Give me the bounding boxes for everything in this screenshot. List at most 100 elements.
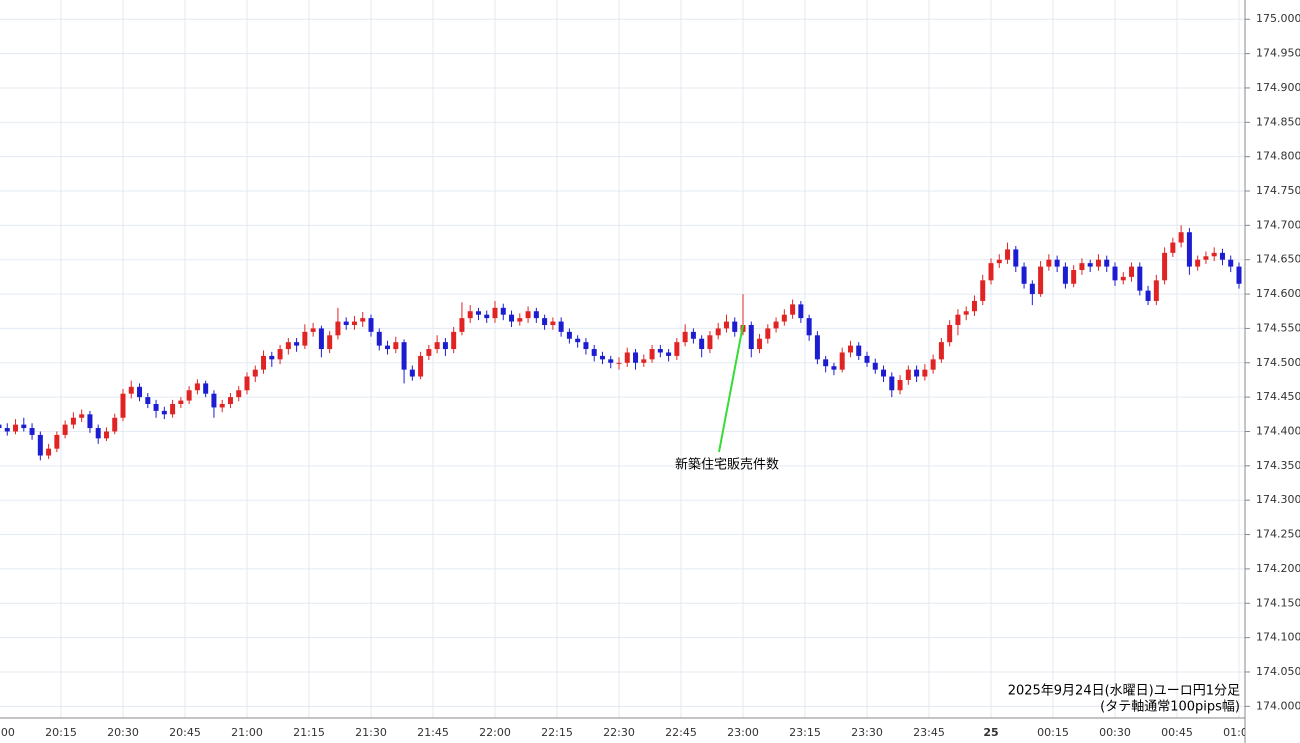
y-tick-label: 174.700 bbox=[1256, 218, 1300, 231]
x-tick-label: 20:00 bbox=[0, 726, 15, 739]
candle-body bbox=[781, 314, 787, 322]
x-tick-label: 23:15 bbox=[789, 726, 821, 739]
x-tick-label: 00:15 bbox=[1037, 726, 1069, 739]
x-tick-label: 00:45 bbox=[1161, 726, 1193, 739]
y-tick-label: 174.300 bbox=[1256, 493, 1300, 506]
candle-body bbox=[1137, 266, 1143, 291]
x-tick-label: 01:00 bbox=[1223, 726, 1255, 739]
candle-body bbox=[666, 352, 672, 356]
candle-body bbox=[790, 304, 796, 315]
candle-body bbox=[178, 400, 184, 405]
candle-body bbox=[128, 386, 134, 394]
candle-body bbox=[302, 331, 308, 346]
candle-body bbox=[914, 369, 920, 377]
x-tick-label: 21:00 bbox=[231, 726, 263, 739]
candle-body bbox=[310, 328, 316, 332]
candle-body bbox=[847, 345, 853, 353]
candle-body bbox=[29, 428, 35, 435]
candle-body bbox=[980, 280, 986, 301]
candle-body bbox=[831, 366, 837, 370]
x-tick-label: 22:30 bbox=[603, 726, 635, 739]
candle-body bbox=[335, 321, 341, 336]
candle-body bbox=[1038, 266, 1044, 295]
candle-body bbox=[624, 352, 630, 363]
candle-body bbox=[856, 345, 862, 356]
candle-body bbox=[930, 359, 936, 370]
candle-body bbox=[62, 424, 68, 435]
candle-body bbox=[385, 345, 391, 350]
candle-body bbox=[633, 352, 639, 363]
candle-body bbox=[1079, 263, 1085, 271]
candle-body bbox=[261, 355, 267, 370]
candle-body bbox=[1046, 259, 1052, 267]
candle-body bbox=[839, 352, 845, 370]
candle-body bbox=[723, 321, 729, 329]
candle-body bbox=[1186, 232, 1192, 267]
candle-body bbox=[79, 414, 85, 418]
candle-body bbox=[368, 318, 374, 332]
candle-body bbox=[137, 386, 143, 398]
y-tick-label: 174.800 bbox=[1256, 150, 1300, 163]
candle-body bbox=[1211, 252, 1217, 257]
candle-body bbox=[269, 355, 275, 360]
candle-body bbox=[971, 300, 977, 312]
candle-body bbox=[112, 417, 118, 432]
candle-body bbox=[277, 349, 283, 360]
candle-body bbox=[1203, 256, 1209, 260]
candle-body bbox=[252, 369, 258, 377]
candle-body bbox=[393, 342, 399, 350]
candle-body bbox=[459, 318, 465, 332]
candle-body bbox=[401, 342, 407, 370]
candle-body bbox=[0, 424, 2, 429]
candle-body bbox=[1153, 280, 1159, 301]
y-tick-label: 174.950 bbox=[1256, 47, 1300, 60]
x-tick-label: 23:30 bbox=[851, 726, 883, 739]
candle-body bbox=[194, 383, 200, 391]
candle-body bbox=[343, 321, 349, 325]
candle-body bbox=[641, 359, 647, 363]
candle-body bbox=[409, 369, 415, 377]
candle-body bbox=[996, 259, 1002, 264]
candle-body bbox=[509, 314, 515, 322]
y-tick-label: 174.100 bbox=[1256, 631, 1300, 644]
candle-body bbox=[426, 349, 432, 356]
candle-body bbox=[46, 448, 52, 456]
candle-body bbox=[963, 311, 969, 315]
candle-body bbox=[1120, 276, 1126, 281]
candle-body bbox=[500, 307, 506, 315]
candle-body bbox=[566, 331, 572, 339]
candle-body bbox=[492, 307, 498, 319]
candle-body bbox=[525, 311, 531, 319]
candle-body bbox=[922, 369, 928, 377]
candle-body bbox=[95, 428, 101, 439]
candle-body bbox=[1104, 259, 1110, 267]
candle-body bbox=[897, 379, 903, 391]
candle-body bbox=[145, 397, 151, 405]
candle-body bbox=[1145, 290, 1151, 301]
candle-body bbox=[765, 328, 771, 339]
y-tick-label: 174.600 bbox=[1256, 287, 1300, 300]
candle-body bbox=[558, 321, 564, 332]
candle-body bbox=[1013, 249, 1019, 267]
candle-body bbox=[682, 331, 688, 343]
candle-body bbox=[54, 434, 60, 449]
candle-body bbox=[947, 324, 953, 343]
candle-body bbox=[1170, 242, 1176, 253]
candle-body bbox=[219, 404, 225, 408]
candle-body bbox=[649, 349, 655, 360]
x-tick-label: 20:15 bbox=[45, 726, 77, 739]
candle-body bbox=[1029, 283, 1035, 295]
candle-body bbox=[1062, 266, 1068, 284]
candle-body bbox=[1219, 252, 1225, 260]
candle-body bbox=[748, 324, 754, 350]
candle-body bbox=[318, 328, 324, 350]
candle-body bbox=[467, 311, 473, 319]
y-tick-label: 174.400 bbox=[1256, 424, 1300, 437]
candle-body bbox=[285, 342, 291, 350]
candle-body bbox=[227, 397, 233, 405]
y-tick-label: 174.150 bbox=[1256, 596, 1300, 609]
candle-body bbox=[798, 304, 804, 319]
candle-body bbox=[757, 338, 763, 350]
candle-body bbox=[21, 424, 27, 429]
y-tick-label: 174.450 bbox=[1256, 390, 1300, 403]
